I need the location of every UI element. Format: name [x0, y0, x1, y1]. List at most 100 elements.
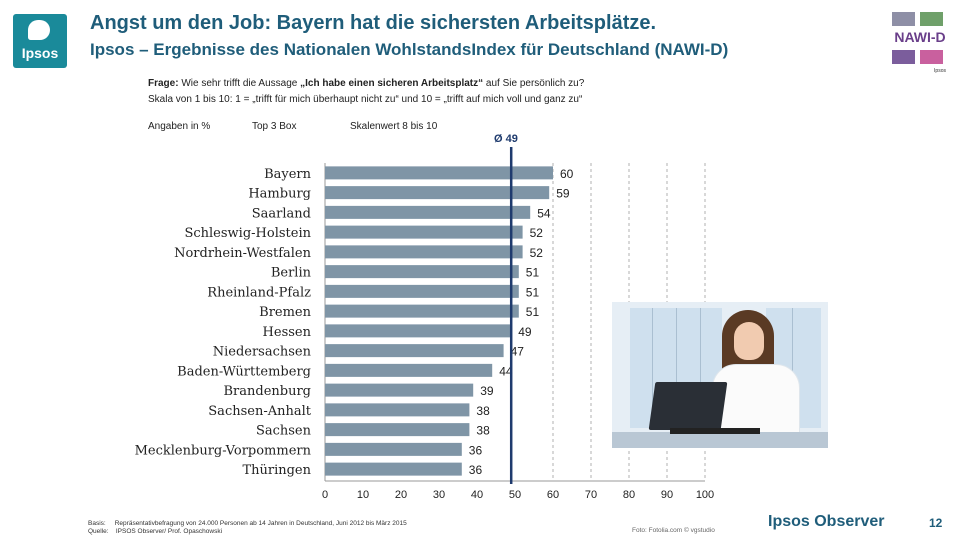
value-label: 47	[511, 345, 525, 359]
category-label: Hamburg	[248, 187, 311, 202]
footer-basis: Basis: Repräsentativbefragung von 24.000…	[88, 520, 407, 527]
value-label: 60	[560, 167, 574, 181]
category-label: Brandenburg	[223, 384, 311, 399]
value-label: 38	[476, 404, 490, 418]
bar	[325, 423, 470, 437]
bar	[325, 324, 512, 338]
question: Frage: Wie sehr trifft die Aussage „Ich …	[148, 78, 584, 89]
x-tick-label: 20	[395, 489, 407, 501]
speech-bubble-icon	[28, 20, 50, 40]
laptop-icon	[648, 382, 728, 430]
badge-tile-icon	[920, 12, 943, 26]
bar	[325, 225, 523, 239]
basis-label: Basis:	[88, 520, 106, 527]
value-label: 49	[518, 325, 532, 339]
value-label: 52	[530, 246, 544, 260]
basis-text: Repräsentativbefragung von 24.000 Person…	[114, 520, 407, 527]
bar	[325, 205, 531, 219]
category-label: Berlin	[271, 266, 312, 281]
nawi-badge: NAWI-D Ipsos	[892, 12, 948, 74]
source-label: Quelle:	[88, 528, 109, 535]
x-tick-label: 0	[322, 489, 328, 501]
scale-description: Skala von 1 bis 10: 1 = „trifft für mich…	[148, 94, 583, 105]
bar	[325, 166, 553, 180]
question-label: Frage:	[148, 78, 179, 89]
value-label: 39	[480, 384, 494, 398]
category-label: Thüringen	[242, 463, 311, 478]
x-tick-label: 10	[357, 489, 369, 501]
bar	[325, 442, 462, 456]
window-frame	[652, 308, 653, 428]
value-label: 51	[526, 305, 540, 319]
question-quote: „Ich habe einen sicheren Arbeitsplatz“	[300, 78, 484, 89]
badge-tile-icon	[892, 12, 915, 26]
photo-credit: Foto: Fotolia.com © vgstudio	[632, 527, 715, 534]
ipsos-logo: Ipsos	[13, 14, 67, 68]
x-tick-label: 30	[433, 489, 445, 501]
scale-range-label: Skalenwert 8 bis 10	[350, 121, 438, 132]
footer-source: Quelle: IPSOS Observer/ Prof. Opaschowsk…	[88, 528, 222, 535]
badge-tile-icon	[920, 50, 943, 64]
desk	[612, 432, 828, 448]
value-label: 51	[526, 266, 540, 280]
badge-tile-icon	[892, 50, 915, 64]
x-tick-label: 80	[623, 489, 635, 501]
page-title: Angst um den Job: Bayern hat die sichers…	[90, 12, 657, 34]
bar	[325, 403, 470, 417]
question-text-before: Wie sehr trifft die Aussage	[178, 78, 301, 89]
bar	[325, 265, 519, 279]
bar	[325, 383, 474, 397]
brand-name: Ipsos Observer	[768, 513, 885, 530]
value-label: 54	[537, 206, 551, 220]
category-label: Saarland	[252, 206, 311, 221]
category-label: Hessen	[263, 325, 312, 340]
laptop-base	[670, 428, 760, 434]
x-tick-label: 60	[547, 489, 559, 501]
person-face	[734, 322, 764, 360]
category-label: Niedersachsen	[213, 345, 312, 360]
category-label: Bayern	[264, 167, 312, 182]
x-tick-label: 90	[661, 489, 673, 501]
x-tick-label: 70	[585, 489, 597, 501]
badge-small-text: Ipsos	[934, 68, 946, 74]
value-label: 38	[476, 424, 490, 438]
question-text-after: auf Sie persönlich zu?	[483, 78, 585, 89]
value-label: 36	[469, 443, 483, 457]
category-label: Mecklenburg-Vorpommern	[135, 443, 312, 458]
category-label: Nordrhein-Westfalen	[174, 246, 312, 261]
logo-text: Ipsos	[21, 45, 59, 61]
bar	[325, 304, 519, 318]
page-number: 12	[929, 516, 943, 530]
bar	[325, 284, 519, 298]
bar	[325, 462, 462, 476]
bar	[325, 363, 493, 377]
category-label: Sachsen-Anhalt	[208, 404, 311, 419]
value-label: 44	[499, 364, 513, 378]
value-label: 59	[556, 187, 570, 201]
value-label: 52	[530, 226, 544, 240]
category-label: Bremen	[259, 305, 311, 320]
category-label: Sachsen	[256, 424, 312, 439]
x-tick-label: 40	[471, 489, 483, 501]
window-frame	[700, 308, 701, 428]
badge-text: NAWI-D	[894, 29, 946, 45]
x-tick-label: 50	[509, 489, 521, 501]
page-subtitle: Ipsos – Ergebnisse des Nationalen Wohlst…	[90, 40, 729, 59]
window-frame	[792, 308, 793, 428]
bar	[325, 186, 550, 200]
average-label: Ø 49	[494, 133, 518, 145]
bar	[325, 245, 523, 259]
woman-laptop-photo	[612, 302, 828, 448]
window-frame	[676, 308, 677, 428]
value-label: 36	[469, 463, 483, 477]
value-label: 51	[526, 285, 540, 299]
top3-label: Top 3 Box	[252, 121, 297, 132]
unit-label: Angaben in %	[148, 121, 211, 132]
category-label: Rheinland-Pfalz	[207, 285, 311, 300]
category-label: Schleswig-Holstein	[184, 226, 311, 241]
source-text: IPSOS Observer/ Prof. Opaschowski	[115, 528, 223, 535]
x-tick-label: 100	[696, 489, 714, 501]
category-label: Baden-Württemberg	[177, 364, 311, 379]
bar	[325, 344, 504, 358]
